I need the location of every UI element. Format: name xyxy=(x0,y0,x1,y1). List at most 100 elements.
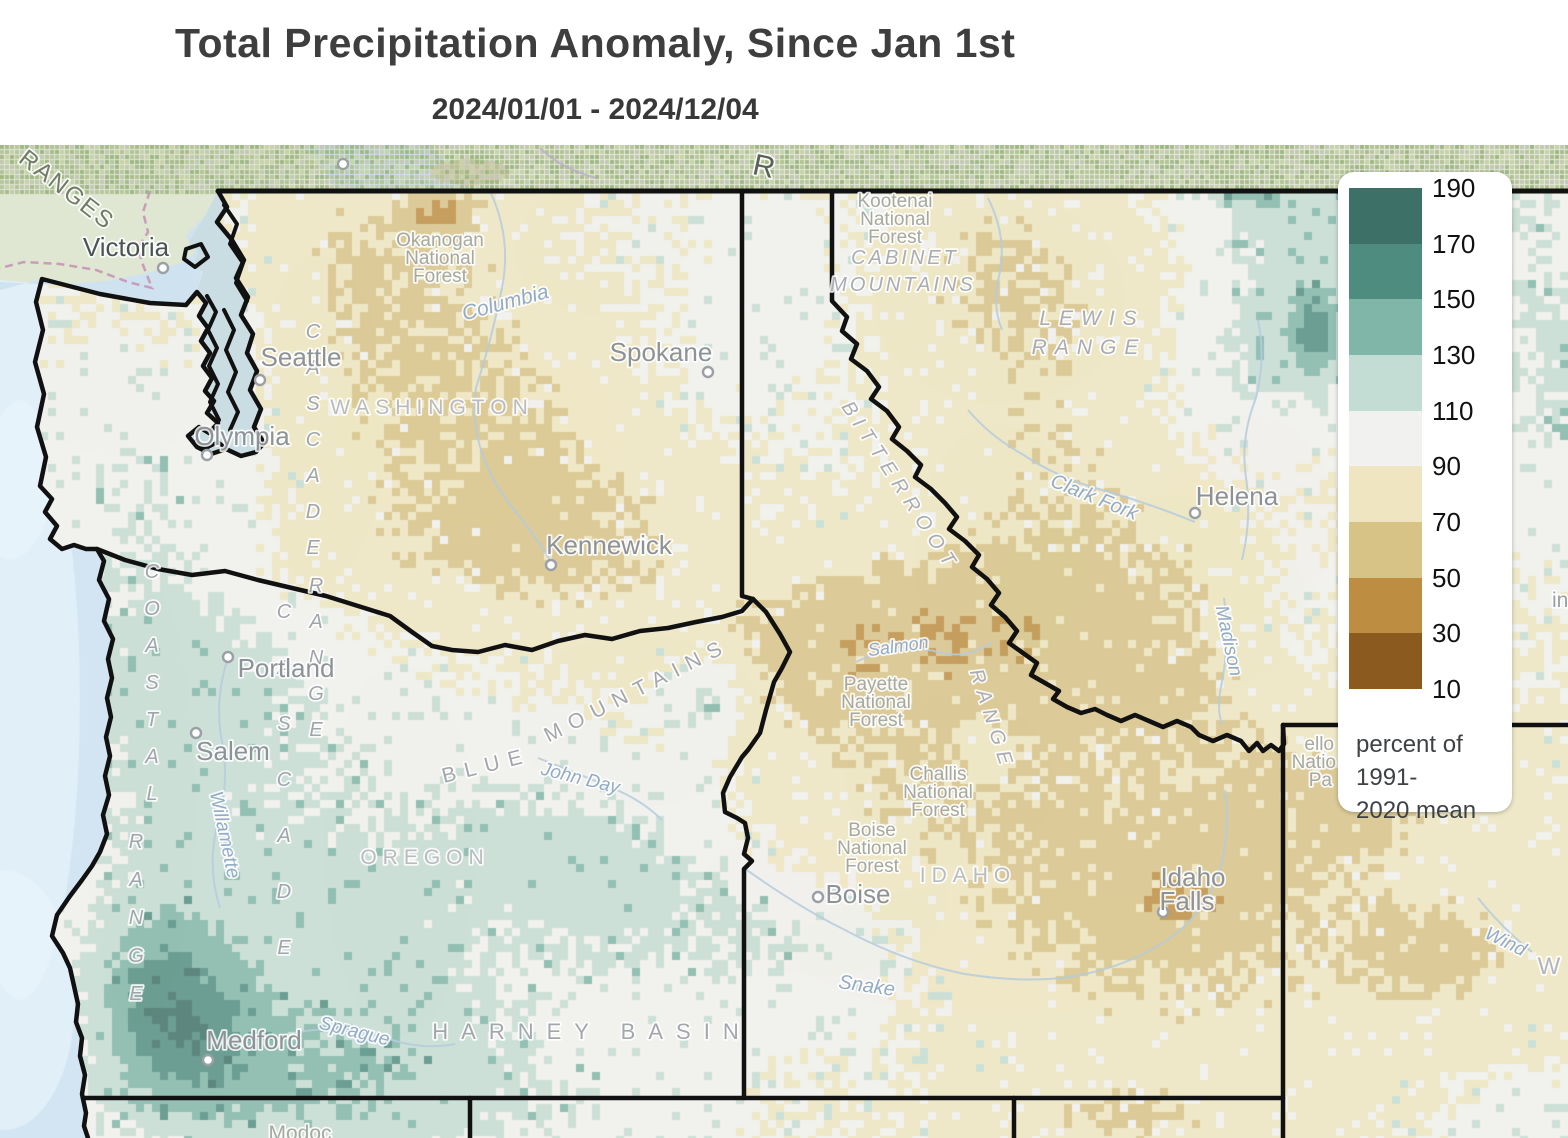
label-w: W xyxy=(1538,953,1561,980)
city-dot-seattle xyxy=(253,373,267,387)
madison-river xyxy=(1218,597,1228,725)
label-salmon: Salmon xyxy=(867,632,930,660)
sound-scribble-island xyxy=(182,242,210,269)
city-dot-medford xyxy=(201,1053,215,1067)
label-forest: Forest xyxy=(911,800,966,821)
city-dot-olympia xyxy=(200,448,214,462)
john-day-river xyxy=(537,757,663,821)
city-dot-boise xyxy=(811,890,825,904)
label-columbia: Columbia xyxy=(459,280,551,325)
label-oregon: OREGON xyxy=(360,846,489,869)
city-label-olympia: Olympia xyxy=(194,421,290,451)
label-john-day: John Day xyxy=(538,759,623,799)
city-label-spokane: Spokane xyxy=(610,337,713,367)
legend-caption: percent of 1991- 2020 mean xyxy=(1356,728,1506,827)
label-mountains: MOUNTAINS xyxy=(830,274,976,296)
label-washington: WASHINGTON xyxy=(330,396,534,419)
chart-title: Total Precipitation Anomaly, Since Jan 1… xyxy=(175,20,1016,66)
city-dot-salem xyxy=(189,726,203,740)
label-challis: Challis xyxy=(909,764,966,785)
chart-header: Total Precipitation Anomaly, Since Jan 1… xyxy=(175,0,1015,127)
city-dot-idaho-falls-1 xyxy=(1156,905,1170,919)
label-range: RANGE xyxy=(1032,336,1147,359)
legend-tick-150: 150 xyxy=(1432,284,1476,315)
canada-maritime-dashed-boundary xyxy=(0,190,155,290)
legend-caption-line2: 2020 mean xyxy=(1356,797,1477,824)
legend-swatch-50-30 xyxy=(1349,577,1422,634)
label-harney-basin: HARNEY BASIN xyxy=(432,1019,751,1044)
fraser-river xyxy=(539,147,597,179)
legend-tick-170: 170 xyxy=(1432,228,1476,259)
label-madison: Madison xyxy=(1211,604,1246,679)
city-label-boise: Boise xyxy=(825,879,890,909)
label-forest: Forest xyxy=(845,856,900,877)
legend-swatch-90-70 xyxy=(1349,466,1422,522)
label-kootenai: Kootenai xyxy=(857,191,932,212)
sound-scribble-3 xyxy=(222,308,240,432)
city-dot-spokane xyxy=(701,365,715,379)
sound-scribble-2 xyxy=(205,294,221,422)
label-pa: Pa xyxy=(1309,770,1333,791)
city-label-seattle: Seattle xyxy=(261,342,342,372)
wind-river xyxy=(1477,897,1533,953)
city-label-idaho: Idaho xyxy=(1160,862,1225,892)
chart-subtitle: 2024/01/01 - 2024/12/04 xyxy=(431,93,759,126)
label-bitterroot: BITTERROOT xyxy=(837,397,964,576)
legend-tick-70: 70 xyxy=(1432,507,1461,538)
legend-swatch-70-50 xyxy=(1349,521,1422,578)
city-dot-helena xyxy=(1188,506,1202,520)
label-lewis: LEWIS xyxy=(1039,307,1144,330)
map-viewport[interactable]: RANGES R WASHINGTON OREGON IDAHO HARNEY BASIN… xyxy=(0,145,1568,1138)
clark-fork-river xyxy=(967,409,1196,523)
legend-swatch-130-110 xyxy=(1349,354,1422,411)
legend-swatch-170-150 xyxy=(1349,243,1422,300)
legend-swatch-110-90 xyxy=(1349,410,1422,467)
legend-caption-line1: percent of 1991- xyxy=(1356,731,1463,791)
sound-scribble-4 xyxy=(194,439,230,452)
label-natio: Natio xyxy=(1292,752,1336,773)
city-dot-kennewick xyxy=(544,558,558,572)
label-ranges: RANGES xyxy=(14,145,120,236)
label-idaho: IDAHO xyxy=(920,864,1017,887)
label-blue: BLUE xyxy=(440,744,534,788)
legend-swatch-30-10 xyxy=(1349,633,1422,689)
city-label-kennewick: Kennewick xyxy=(546,530,673,560)
legend-tick-190: 190 xyxy=(1432,173,1476,203)
city-label-helena: Helena xyxy=(1196,481,1279,511)
label-national: National xyxy=(903,782,973,803)
label-cabinet: CABINET xyxy=(851,247,959,269)
label-boise: Boise xyxy=(848,820,896,841)
columbia-river xyxy=(473,190,553,566)
legend-tick-110: 110 xyxy=(1432,395,1474,426)
city-label-medford: Medford xyxy=(206,1025,301,1055)
sprague-river xyxy=(297,1028,456,1048)
legend-tick-10: 10 xyxy=(1432,674,1461,705)
snake-river xyxy=(743,789,1228,981)
legend-tick-30: 30 xyxy=(1432,618,1461,649)
legend-color-bar xyxy=(1349,188,1422,689)
legend-swatch-190-170 xyxy=(1349,188,1422,244)
label-snake: Snake xyxy=(837,971,896,1001)
label-r: R xyxy=(750,148,778,185)
map-overlay: RANGES R WASHINGTON OREGON IDAHO HARNEY BASIN… xyxy=(0,145,1568,1138)
label-modoc: Modoc xyxy=(268,1122,331,1138)
city-label-portland: Portland xyxy=(238,653,335,683)
city-label-falls: Falls xyxy=(1160,886,1215,916)
wa-or-border xyxy=(94,546,756,655)
map-legend: 190 170 150 130 110 90 70 50 30 10 percent of 199… xyxy=(1338,172,1512,824)
kootenai-river xyxy=(987,197,1003,331)
label-mountains: MOUNTAINS xyxy=(540,633,734,747)
label-sprague: Sprague xyxy=(317,1013,392,1051)
sound-scribble-1 xyxy=(222,203,249,303)
label-ello: ello xyxy=(1304,734,1334,755)
label-payette: Payette xyxy=(844,674,908,695)
label-range: RANGE xyxy=(965,666,1019,774)
city-dot-victoria xyxy=(156,261,170,275)
label-forest: Forest xyxy=(849,710,904,731)
